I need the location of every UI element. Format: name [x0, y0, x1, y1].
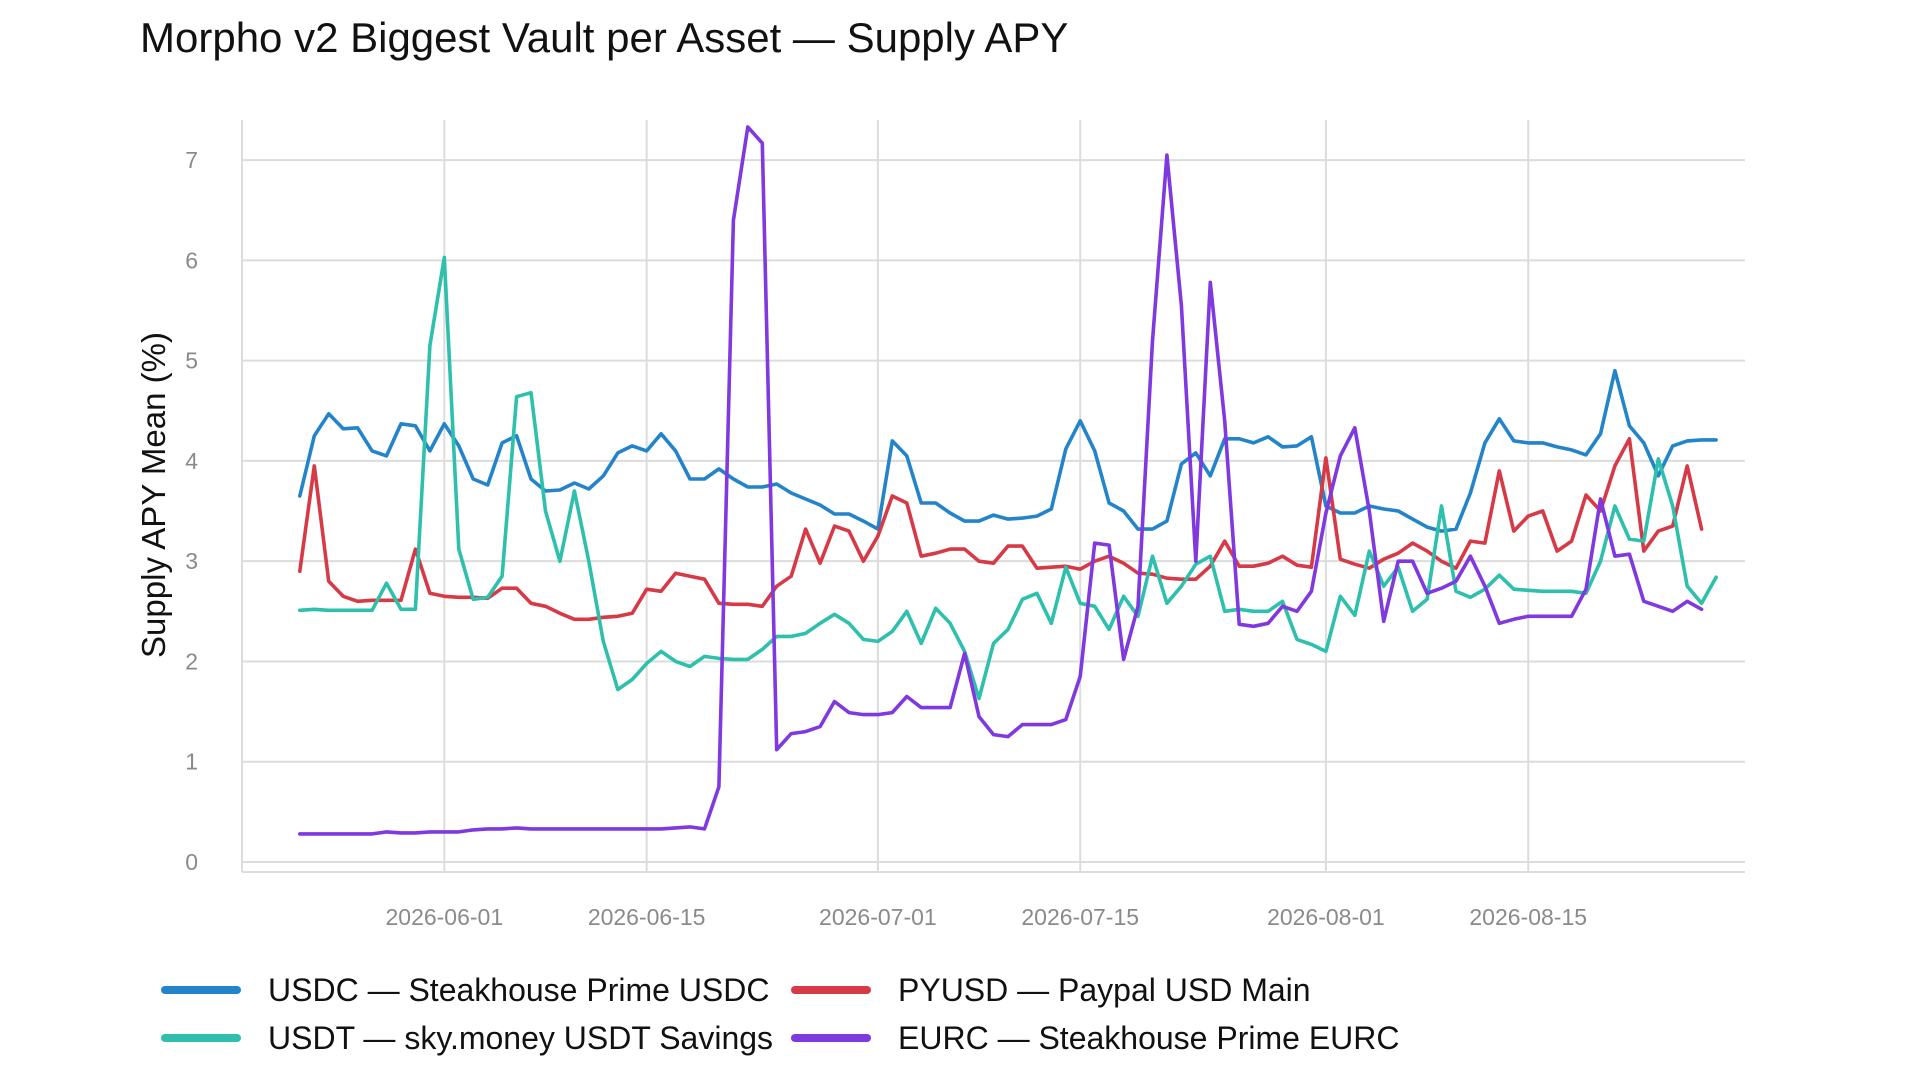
legend-label-2: USDT — sky.money USDT Savings [268, 1020, 773, 1056]
legend-label-1: PYUSD — Paypal USD Main [898, 972, 1311, 1008]
series-lines [297, 125, 1718, 836]
grid-lines [241, 120, 1745, 873]
series-line-1 [297, 436, 1704, 622]
legend: USDC — Steakhouse Prime USDC PYUSD — Payp… [161, 972, 1399, 1056]
x-tick-label-0: 2026-06-01 [385, 904, 503, 930]
chart-title: Morpho v2 Biggest Vault per Asset — Supp… [140, 14, 1069, 61]
y-tick-label-1: 1 [185, 749, 198, 775]
series-line-2 [297, 255, 1718, 701]
legend-label-3: EURC — Steakhouse Prime EURC [898, 1020, 1399, 1056]
y-tick-label-0: 0 [185, 849, 198, 875]
y-tick-label-3: 3 [185, 548, 198, 574]
y-tick-label-2: 2 [185, 648, 198, 674]
y-tick-label-5: 5 [185, 348, 198, 374]
y-tick-labels: 0 1 2 3 4 5 6 7 [185, 147, 198, 875]
y-tick-label-7: 7 [185, 147, 198, 173]
x-tick-label-5: 2026-08-15 [1469, 904, 1587, 930]
x-tick-label-2: 2026-07-01 [819, 904, 937, 930]
legend-label-0: USDC — Steakhouse Prime USDC [268, 972, 769, 1008]
x-tick-labels: 2026-06-01 2026-06-15 2026-07-01 2026-07-15… [385, 904, 1587, 930]
x-tick-label-3: 2026-07-15 [1021, 904, 1139, 930]
y-axis-label: Supply APY Mean (%) [135, 332, 172, 658]
y-tick-label-6: 6 [185, 247, 198, 273]
x-tick-label-1: 2026-06-15 [588, 904, 706, 930]
y-tick-label-4: 4 [185, 448, 198, 474]
series-line-3 [297, 125, 1704, 836]
series-line-0 [297, 368, 1718, 533]
x-tick-label-4: 2026-08-01 [1267, 904, 1385, 930]
